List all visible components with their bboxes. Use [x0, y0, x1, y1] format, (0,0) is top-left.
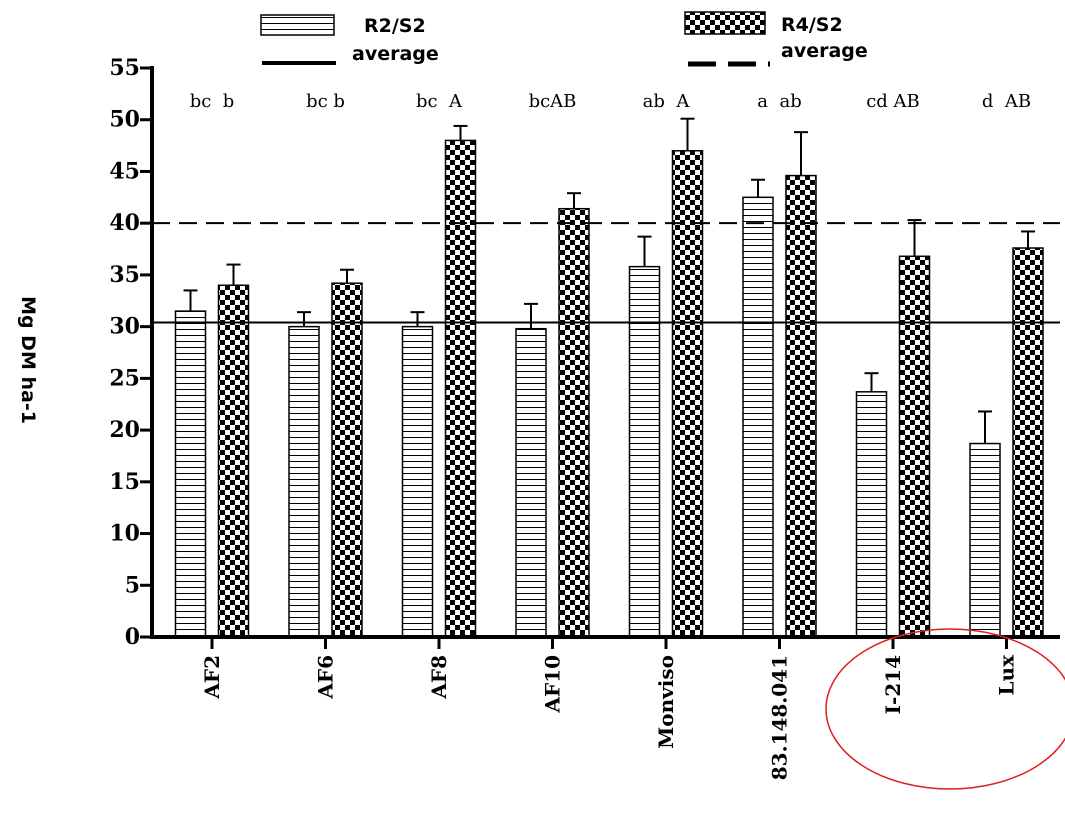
significance-label-1: bc b — [306, 91, 345, 112]
bar-r4s2-af10 — [558, 207, 590, 638]
y-tick-label-40: 40 — [109, 210, 140, 236]
significance-label-4: ab A — [643, 91, 691, 112]
legend-swatch-r2s2 — [260, 14, 335, 36]
x-tick-label-i-214: I-214 — [881, 655, 905, 714]
legend-label-r2s2: R2/S2 — [364, 15, 426, 37]
bar-r4s2-monviso — [671, 150, 704, 638]
significance-label-0: bc b — [190, 91, 235, 112]
y-tick-label-10: 10 — [109, 521, 140, 547]
bar-r2s2-83-148-041 — [742, 196, 774, 638]
legend-swatch-r4s2 — [684, 11, 766, 35]
bar-r2s2-af6 — [288, 325, 320, 638]
x-tick-label-af6: AF6 — [314, 655, 338, 700]
y-tick-label-15: 15 — [109, 469, 140, 495]
bar-r4s2-lux — [1012, 247, 1044, 638]
bar-r4s2-af2 — [217, 284, 250, 638]
bar-r2s2-i-214 — [855, 391, 888, 638]
significance-label-3: bcAB — [529, 91, 577, 112]
x-tick-label-af2: AF2 — [200, 655, 224, 700]
annotation-ellipse — [825, 628, 1065, 790]
significance-label-2: bc A — [416, 91, 463, 112]
y-tick-label-30: 30 — [109, 314, 140, 340]
x-tick-label-lux: Lux — [995, 654, 1019, 696]
y-axis-label: Mg DM ha-1 — [17, 296, 39, 424]
y-tick-label-0: 0 — [125, 624, 140, 650]
significance-label-5: a ab — [757, 91, 801, 112]
bar-r2s2-af2 — [174, 310, 207, 638]
y-tick-label-55: 55 — [109, 55, 140, 81]
x-tick-label-monviso: Monviso — [654, 655, 678, 749]
bar-r2s2-af10 — [515, 327, 547, 638]
legend-label-r4s2: R4/S2 — [781, 14, 843, 36]
y-tick-label-50: 50 — [109, 107, 140, 133]
significance-label-6: cd AB — [866, 91, 920, 112]
bar-r4s2-i-214 — [898, 255, 931, 638]
bar-r4s2-83-148-041 — [785, 174, 817, 638]
x-tick-label-83-148-041: 83.148.041 — [768, 655, 792, 780]
y-tick-label-20: 20 — [109, 417, 140, 443]
bar-r2s2-af8 — [401, 325, 434, 638]
bar-r4s2-af6 — [331, 282, 363, 638]
x-tick-label-af10: AF10 — [541, 655, 565, 714]
legend: R2/S2 average R4/S2 average — [260, 11, 868, 67]
y-tick-label-35: 35 — [109, 262, 140, 288]
y-tick-label-45: 45 — [109, 158, 140, 184]
x-tick-label-af8: AF8 — [427, 655, 451, 700]
bar-r4s2-af8 — [444, 139, 477, 638]
plot-area: 0 5 10 15 20 25 30 35 40 45 50 55 AF2 AF6 AF8 AF10 Monvi… — [109, 55, 1060, 780]
bar-r2s2-lux — [969, 442, 1001, 638]
legend-label-average-dashed: average — [781, 40, 868, 62]
y-tick-label-5: 5 — [125, 572, 140, 598]
legend-label-average-solid: average — [352, 43, 439, 65]
significance-label-7: d AB — [982, 91, 1031, 112]
y-tick-label-25: 25 — [109, 365, 140, 391]
